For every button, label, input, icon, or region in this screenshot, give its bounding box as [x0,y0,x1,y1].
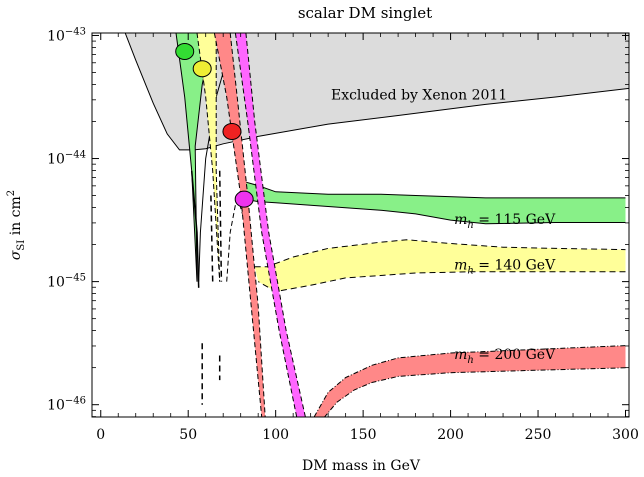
extra-line-0 [190,170,200,288]
resonance-115 [176,33,213,282]
band-label-200: mh = 200 GeV [454,347,556,366]
x-tick-label-50: 50 [179,427,197,443]
band-200 [314,345,626,417]
band-115-upper-edge [240,180,626,199]
y-tick-label: 10−46 [47,396,86,414]
marker-green [175,42,195,60]
y-axis-label-sub: SI [16,240,27,251]
band-label-200-sub: h [467,355,473,366]
extra-line-3 [218,170,223,282]
band-200-upper-edge [313,345,626,417]
resonance-magenta-right-edge [245,33,306,417]
chart-title: scalar DM singlet [298,4,432,22]
y-tick-base: 10 [47,275,65,291]
x-tick-label-150: 150 [350,427,377,443]
y-tick-exp: −46 [65,396,86,407]
y-tick-exp: −45 [65,273,86,284]
y-tick-label: 10−45 [47,273,86,291]
y-axis-label-main: σ [8,250,24,260]
band-label-140-text: = 140 GeV [474,257,556,273]
y-tick-label: 10−43 [47,26,86,44]
plot-frame [91,32,630,418]
band-140 [254,239,626,292]
x-tick-label-250: 250 [525,427,552,443]
x-axis-label: DM mass in GeV [302,458,421,474]
extra-line-2 [210,195,214,282]
band-label-140-m: m [454,257,467,273]
resonance-200 [214,33,266,417]
band-label-140-sub: h [467,265,473,276]
y-axis-label-rest: in cm [8,196,24,240]
y-tick-exp: −43 [65,26,86,37]
marker-magenta [234,190,254,208]
y-tick-base: 10 [47,398,65,414]
band-label-115-text: = 115 GeV [474,212,556,228]
band-label-115-m: m [454,212,467,228]
x-tick-label-200: 200 [437,427,464,443]
y-tick-exp: −44 [65,150,86,161]
y-axis-label-sup: 2 [6,190,17,196]
x-tick-label-300: 300 [612,427,639,443]
band-label-115: mh = 115 GeV [454,212,556,231]
y-axis-label: σSI in cm2 [6,190,27,260]
x-tick-label-0: 0 [96,427,105,443]
y-tick-base: 10 [47,28,65,44]
band-140-lower-edge [257,271,626,293]
resonance-140-right-edge [215,33,221,282]
resonance-magenta-left-edge [234,33,298,417]
marker-red [222,122,242,140]
resonance-115-left-edge [175,33,198,282]
band-140-upper-edge [254,239,626,268]
band-115-lower-edge [244,198,626,225]
y-tick-label: 10−44 [47,150,86,168]
x-axis: 0 50 100 150 200 250 300 [96,33,639,443]
marker-yellow [192,60,212,78]
band-label-200-text: = 200 GeV [474,347,556,363]
band-200-lower-edge [324,367,626,417]
band-label-115-sub: h [467,220,473,231]
x-tick-label-100: 100 [262,427,289,443]
resonance-140 [197,33,220,282]
band-label-140: mh = 140 GeV [454,257,556,276]
resonance-magenta [235,33,306,417]
y-tick-base: 10 [47,152,65,168]
band-label-200-m: m [454,347,467,363]
resonance-140-spike [226,195,256,282]
excluded-region-label: Excluded by Xenon 2011 [331,87,507,103]
band-115 [240,180,626,224]
